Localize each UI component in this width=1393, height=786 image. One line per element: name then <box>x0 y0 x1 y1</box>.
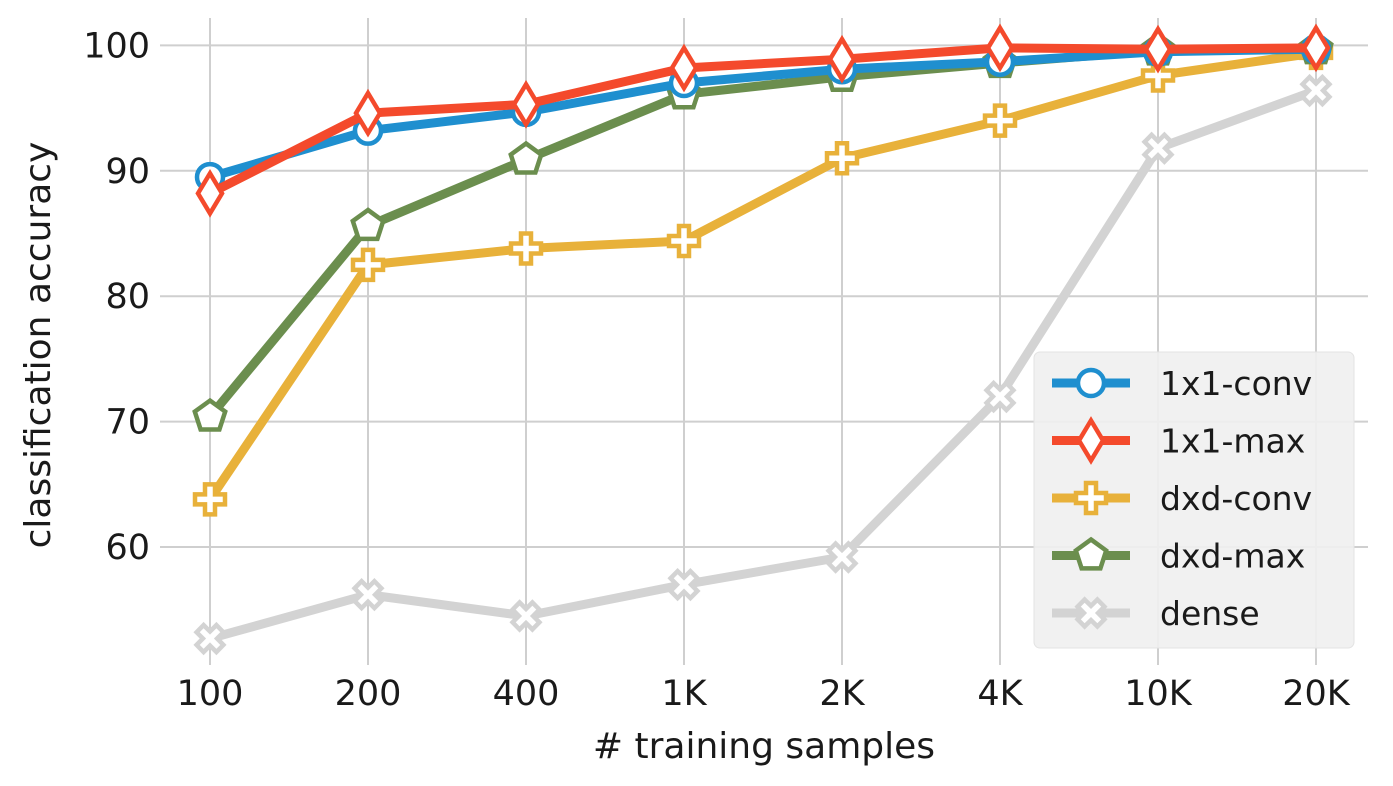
legend-label: dxd-conv <box>1160 479 1312 518</box>
legend-label: dxd-max <box>1160 537 1305 576</box>
x-tick-label: 1K <box>661 674 707 714</box>
data-point-pentagon <box>192 397 228 432</box>
data-point-diamond <box>985 23 1015 73</box>
series-line <box>205 43 1321 198</box>
data-point-plus <box>666 223 702 259</box>
y-tick-label: 60 <box>105 528 150 568</box>
legend-entry: dxd-max <box>1052 537 1305 576</box>
x-tick-label: 2K <box>819 674 865 714</box>
x-tick-label: 4K <box>977 674 1023 714</box>
data-point-diamond <box>195 168 225 218</box>
legend-entry: 1x1-max <box>1052 416 1305 465</box>
x-tick-label: 100 <box>177 674 244 714</box>
data-point-diamond <box>827 34 857 84</box>
data-point-diamond <box>353 88 383 138</box>
data-point-x <box>1299 73 1333 108</box>
data-point-plus <box>982 103 1018 138</box>
data-point-x <box>351 578 385 612</box>
data-point-plus <box>824 141 860 176</box>
legend-entry: 1x1-conv <box>1052 364 1312 403</box>
y-tick-label: 100 <box>83 26 150 66</box>
data-point-plus <box>1140 58 1176 93</box>
data-point-plus <box>508 231 544 266</box>
data-point-x <box>667 568 701 602</box>
data-point-x <box>1141 131 1175 165</box>
x-tick-label: 200 <box>335 674 402 714</box>
legend-marker <box>1074 596 1108 630</box>
legend-marker <box>1073 480 1109 516</box>
data-point-x <box>825 540 859 574</box>
legend: 1x1-conv 1x1-max dxd-conv dxd-max dense <box>1033 351 1355 649</box>
x-tick-label: 400 <box>493 674 560 714</box>
y-axis-label: classification accuracy <box>18 142 59 549</box>
data-point-diamond <box>1301 23 1331 73</box>
data-point-x <box>509 599 543 633</box>
data-point-pentagon <box>508 140 544 175</box>
data-point-plus <box>192 482 228 517</box>
x-tick-label: 20K <box>1282 674 1351 714</box>
x-tick-label: 10K <box>1124 674 1193 714</box>
legend-marker <box>1076 416 1106 465</box>
series-1x1-max <box>195 23 1331 218</box>
data-point-diamond <box>511 79 541 129</box>
legend-label: 1x1-max <box>1160 422 1305 461</box>
y-tick-label: 90 <box>105 152 150 192</box>
data-point-x <box>983 379 1017 414</box>
legend-entry: dense <box>1052 594 1260 633</box>
data-point-pentagon <box>350 207 386 242</box>
legend-label: 1x1-conv <box>1160 364 1312 403</box>
legend-box <box>1033 351 1355 649</box>
y-tick-label: 70 <box>105 403 150 443</box>
legend-entry: dxd-conv <box>1052 479 1312 518</box>
data-point-plus <box>350 247 386 283</box>
legend-label: dense <box>1160 594 1260 633</box>
data-point-diamond <box>1143 24 1173 74</box>
series-line <box>205 86 1321 643</box>
y-axis-ticks: 60 70 80 90 100 <box>83 26 150 568</box>
data-point-x <box>193 621 227 656</box>
data-point-diamond <box>669 43 699 93</box>
legend-marker <box>1075 367 1107 399</box>
legend-marker <box>1073 536 1109 571</box>
series-line <box>205 48 1321 504</box>
series-dense <box>193 73 1333 656</box>
series-group <box>192 23 1334 656</box>
y-tick-label: 80 <box>105 277 150 317</box>
x-axis-label: # training samples <box>593 726 935 767</box>
x-axis-ticks: 100 200 400 1K 2K 4K 10K 20K <box>177 674 1351 714</box>
